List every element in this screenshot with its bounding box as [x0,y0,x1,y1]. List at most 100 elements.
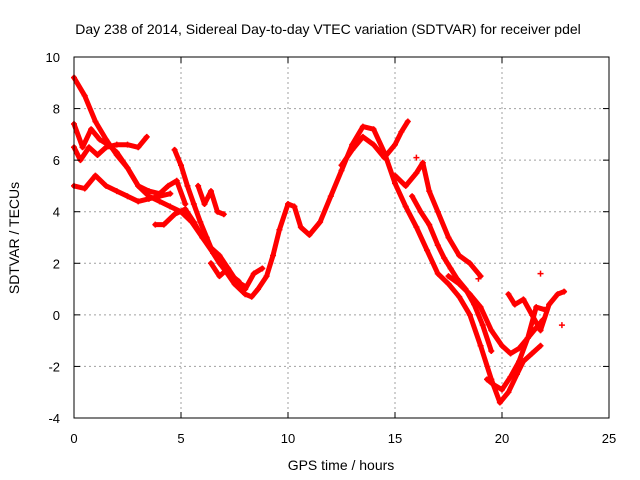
series-track-n [505,288,568,334]
data-point [511,301,518,308]
data-point [113,149,120,156]
data-point [546,301,553,308]
data-point [124,141,131,148]
data-point [173,177,180,184]
y-tick-label: 8 [53,102,60,117]
data-point [216,260,223,267]
x-tick-label: 0 [70,431,77,446]
data-point [434,242,441,249]
data-point [190,219,197,226]
series-track-g [195,182,227,218]
data-point [327,193,334,200]
y-tick-label: 10 [46,50,60,65]
data-point [477,304,484,311]
data-point [182,200,189,207]
data-point [242,291,249,298]
data-point [402,182,409,189]
data-point [156,198,163,205]
data-point [554,291,561,298]
data-point [441,255,448,262]
x-tick-label: 10 [281,431,295,446]
data-point [113,141,120,148]
data-point [338,162,345,169]
data-point [103,182,110,189]
data-point [417,208,424,215]
data-point [182,206,189,213]
y-axis-label: SDTVAR / TECUs [6,182,22,294]
series-line [505,289,567,333]
data-point [165,182,172,189]
data-point [197,219,204,226]
data-point [242,286,249,293]
data-point [160,221,167,228]
data-point [490,381,497,388]
data-point [392,141,398,148]
data-point [445,234,452,241]
data-point [505,389,512,396]
data-point [558,322,565,329]
data-point [528,350,535,357]
chart-title: Day 238 of 2014, Sidereal Day-to-day VTE… [75,21,581,37]
data-point [145,188,152,195]
data-point [507,350,514,357]
data-point [276,226,283,233]
series-line [71,75,543,405]
data-point [88,126,95,133]
series-track-j [392,159,484,280]
data-point [259,265,266,272]
data-point [370,126,377,133]
data-point [124,193,131,200]
data-point [392,172,398,179]
data-point [479,322,486,329]
data-point [317,219,324,226]
data-point [413,170,420,177]
data-point [203,234,210,241]
data-point [370,141,377,148]
data-point [404,118,411,125]
data-point [484,376,491,383]
data-point [156,193,163,200]
data-point [167,203,174,210]
data-point [537,327,544,334]
data-point [207,260,214,267]
data-point [250,270,257,277]
data-point [359,133,366,140]
data-point [537,270,544,277]
data-point [528,311,535,318]
data-point [488,347,495,354]
data-point [507,373,514,380]
data-point [207,188,214,195]
series-line [392,160,484,279]
data-point [413,154,420,161]
data-point [178,162,184,169]
data-point [413,224,420,231]
y-tick-label: -2 [48,359,60,374]
data-point [216,273,223,280]
data-point [561,288,568,295]
y-tick-label: 2 [53,256,60,271]
y-tick-label: 6 [53,153,60,168]
data-point [475,275,482,282]
data-point [533,304,540,311]
data-point [184,182,191,189]
data-point [499,386,505,393]
data-point [113,188,120,195]
data-point [79,144,86,151]
x-tick-label: 20 [495,431,509,446]
data-point [466,260,473,267]
plot-frame [73,56,610,419]
data-point [456,280,463,287]
data-point [214,208,221,215]
y-tick-label: -4 [48,411,60,426]
data-point [516,345,523,352]
data-point [81,92,88,99]
data-point [195,182,202,189]
data-point [270,252,277,259]
data-point [263,273,270,280]
data-point [338,167,345,174]
data-point [81,185,88,192]
series-track-b [71,133,150,164]
series-line [339,119,411,168]
data-point [349,146,356,153]
data-point [516,358,523,365]
